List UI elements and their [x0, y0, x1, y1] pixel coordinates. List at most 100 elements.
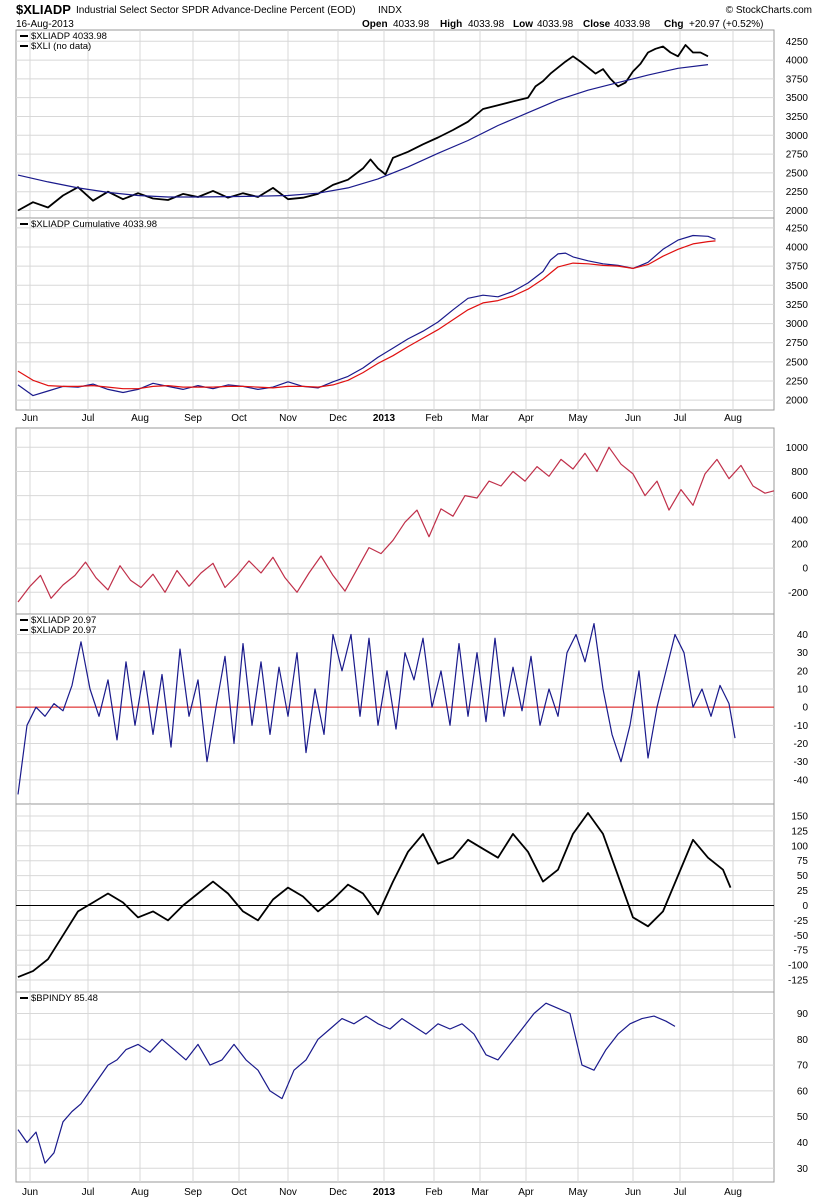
- y-tick-label: 2000: [786, 396, 809, 407]
- x-tick-label: Jul: [82, 1187, 95, 1198]
- y-tick-label: 4250: [786, 223, 809, 234]
- open-label: Open: [362, 19, 388, 30]
- legend-entry: $XLIADP 4033.98: [31, 31, 107, 42]
- chart-panel-3: -200 0 200 400 600 800 1000: [15, 427, 808, 615]
- y-tick-label: 150: [791, 811, 808, 822]
- y-tick-label: 70: [797, 1061, 809, 1072]
- y-tick-label: 30: [797, 1164, 809, 1175]
- quote-summary: Open 4033.98 High 4033.98 Low 4033.98 Cl…: [362, 19, 764, 30]
- legend-swatch: [20, 629, 28, 631]
- x-tick-label: Jun: [625, 413, 641, 424]
- x-tick-label: Dec: [329, 413, 347, 424]
- series-line-1: [17, 44, 709, 212]
- x-tick-label: Aug: [131, 1187, 149, 1198]
- legend-entry: $XLI (no data): [31, 41, 91, 52]
- y-tick-label: 0: [802, 564, 808, 575]
- y-tick-label: 50: [797, 871, 809, 882]
- open-value: 4033.98: [393, 19, 430, 30]
- panel-frame: [15, 613, 775, 805]
- panel-frame: [15, 991, 775, 1183]
- y-tick-label: 10: [797, 685, 809, 696]
- x-tick-label: Dec: [329, 1187, 347, 1198]
- chg-label: Chg: [664, 19, 683, 30]
- series-line-1: [17, 812, 732, 978]
- x-tick-label: 2013: [373, 1187, 396, 1198]
- low-value: 4033.98: [537, 19, 574, 30]
- x-tick-label: 2013: [373, 413, 396, 424]
- y-tick-label: 60: [797, 1086, 809, 1097]
- x-tick-label: Jul: [674, 1187, 687, 1198]
- chart-panel-5: -125 -100 -75 -50 -25 0 25 50 75 100 125 150: [15, 803, 809, 993]
- x-tick-label: Nov: [279, 1187, 297, 1198]
- y-tick-label: -200: [788, 588, 808, 599]
- chart-panel-4: -40 -30 -20 -10 0 10 20 30 40 $XLIADP 20.97$XLIAD…: [15, 613, 809, 805]
- panel-frame: [15, 29, 775, 219]
- chart-name: Industrial Select Sector SPDR Advance-De…: [76, 5, 356, 16]
- chart-exchange: INDX: [378, 5, 402, 16]
- x-tick-label: Aug: [724, 413, 742, 424]
- series-line-1: [17, 446, 775, 603]
- x-tick-label: Sep: [184, 413, 202, 424]
- y-tick-label: 400: [791, 515, 808, 526]
- x-axis-middle: Jun Jul Aug Sep Oct Nov Dec 2013 Feb Mar Apr May Jun…: [22, 413, 742, 424]
- x-tick-label: Jun: [22, 413, 38, 424]
- y-tick-label: -20: [794, 739, 809, 750]
- chart-symbol: $XLIADP: [16, 2, 71, 17]
- y-tick-label: 3250: [786, 112, 809, 123]
- x-tick-label: Aug: [724, 1187, 742, 1198]
- legend-swatch: [20, 35, 28, 37]
- chart-panel-2: 2000 2250 2500 2750 3000 3250 3500 3750 4000 4250…: [15, 217, 809, 411]
- y-tick-label: 2250: [786, 187, 809, 198]
- legend-entry: $XLIADP 20.97: [31, 625, 96, 636]
- y-tick-label: -40: [794, 775, 809, 786]
- y-tick-label: 3000: [786, 319, 809, 330]
- x-tick-label: Jun: [625, 1187, 641, 1198]
- x-tick-label: May: [569, 1187, 588, 1198]
- y-tick-label: -125: [788, 976, 808, 987]
- y-tick-label: -30: [794, 757, 809, 768]
- series-line-2: [17, 240, 716, 390]
- y-tick-label: 800: [791, 467, 808, 478]
- chart-panel-6: 30 40 50 60 70 80 90 $BPINDY 85.48: [15, 991, 809, 1183]
- close-value: 4033.98: [614, 19, 651, 30]
- source-credit: © StockCharts.com: [726, 5, 812, 16]
- y-tick-label: 2750: [786, 338, 809, 349]
- x-tick-label: Jul: [674, 413, 687, 424]
- y-tick-label: 4250: [786, 37, 809, 48]
- y-tick-label: -100: [788, 961, 808, 972]
- legend-swatch: [20, 997, 28, 999]
- y-tick-label: 40: [797, 630, 809, 641]
- y-tick-label: 25: [797, 886, 809, 897]
- y-tick-label: -25: [794, 916, 809, 927]
- y-tick-label: 100: [791, 841, 808, 852]
- y-tick-label: 2250: [786, 377, 809, 388]
- y-tick-label: 80: [797, 1035, 809, 1046]
- chg-value: +20.97 (+0.52%): [689, 19, 764, 30]
- y-tick-label: -10: [794, 721, 809, 732]
- y-tick-label: 2000: [786, 206, 809, 217]
- high-label: High: [440, 19, 462, 30]
- x-tick-label: Oct: [231, 413, 247, 424]
- y-tick-label: 20: [797, 666, 809, 677]
- y-tick-label: 600: [791, 491, 808, 502]
- y-tick-label: 4000: [786, 242, 809, 253]
- y-tick-label: 30: [797, 648, 809, 659]
- y-tick-label: 0: [802, 703, 808, 714]
- y-tick-label: 3250: [786, 300, 809, 311]
- x-tick-label: Sep: [184, 1187, 202, 1198]
- x-tick-label: Oct: [231, 1187, 247, 1198]
- y-tick-label: 3500: [786, 281, 809, 292]
- panel-frame: [15, 803, 775, 993]
- y-tick-label: 0: [802, 901, 808, 912]
- panel-frame: [15, 217, 775, 411]
- series-line-1: [17, 1002, 676, 1164]
- y-tick-label: 3750: [786, 262, 809, 273]
- y-tick-label: 75: [797, 856, 809, 867]
- x-tick-label: Nov: [279, 413, 297, 424]
- chart-date: 16-Aug-2013: [16, 19, 74, 30]
- y-tick-label: 90: [797, 1009, 809, 1020]
- y-tick-label: 2500: [786, 168, 809, 179]
- y-tick-label: 2500: [786, 357, 809, 368]
- y-tick-label: 200: [791, 539, 808, 550]
